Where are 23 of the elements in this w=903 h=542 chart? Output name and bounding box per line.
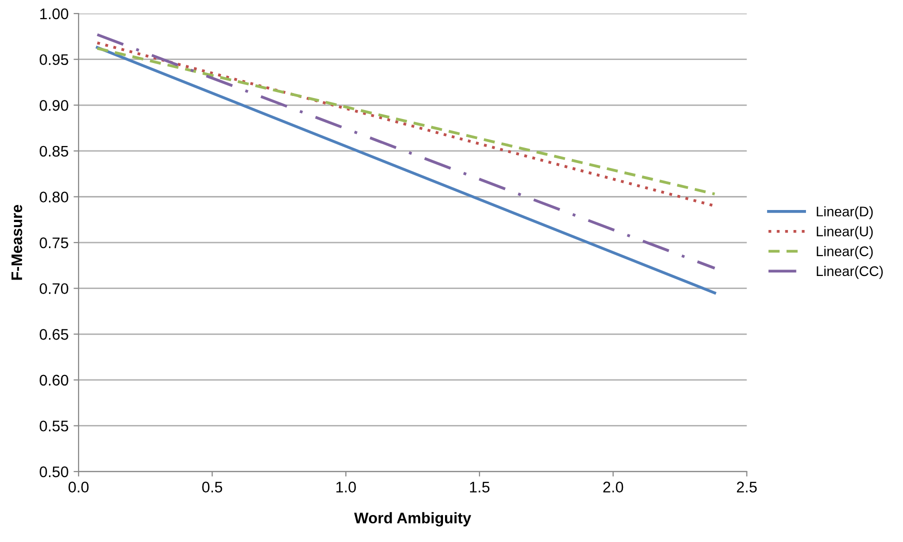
legend-label: Linear(D) xyxy=(816,206,873,220)
y-tick-label: 0.65 xyxy=(40,329,68,340)
y-tick-label: 0.75 xyxy=(40,237,68,248)
y-tick-label: 0.60 xyxy=(40,374,68,386)
y-tick-label: 1.00 xyxy=(40,8,68,20)
y-tick-label: 0.50 xyxy=(40,466,68,478)
y-tick-label: 0.80 xyxy=(40,192,68,202)
x-tick-label: 0.5 xyxy=(202,482,222,492)
y-tick-label: 0.90 xyxy=(40,100,68,111)
y-tick-label: 0.70 xyxy=(40,283,68,294)
legend-label: Linear(CC) xyxy=(816,266,883,279)
y-axis-title: F-Measure xyxy=(12,204,22,280)
x-tick-label: 1.5 xyxy=(470,482,490,492)
legend-label: Linear(C) xyxy=(816,246,873,259)
legend-label: Linear(U) xyxy=(816,226,873,240)
x-tick-label: 2.0 xyxy=(603,482,624,492)
y-tick-label: 0.95 xyxy=(40,54,68,66)
x-tick-label: 0.0 xyxy=(68,482,89,492)
y-tick-label: 0.85 xyxy=(40,146,68,157)
x-tick-label: 1.0 xyxy=(336,482,356,492)
x-axis-title: Word Ambiguity xyxy=(354,512,472,526)
y-tick-label: 0.55 xyxy=(40,420,68,432)
x-tick-label: 2.5 xyxy=(736,482,757,492)
